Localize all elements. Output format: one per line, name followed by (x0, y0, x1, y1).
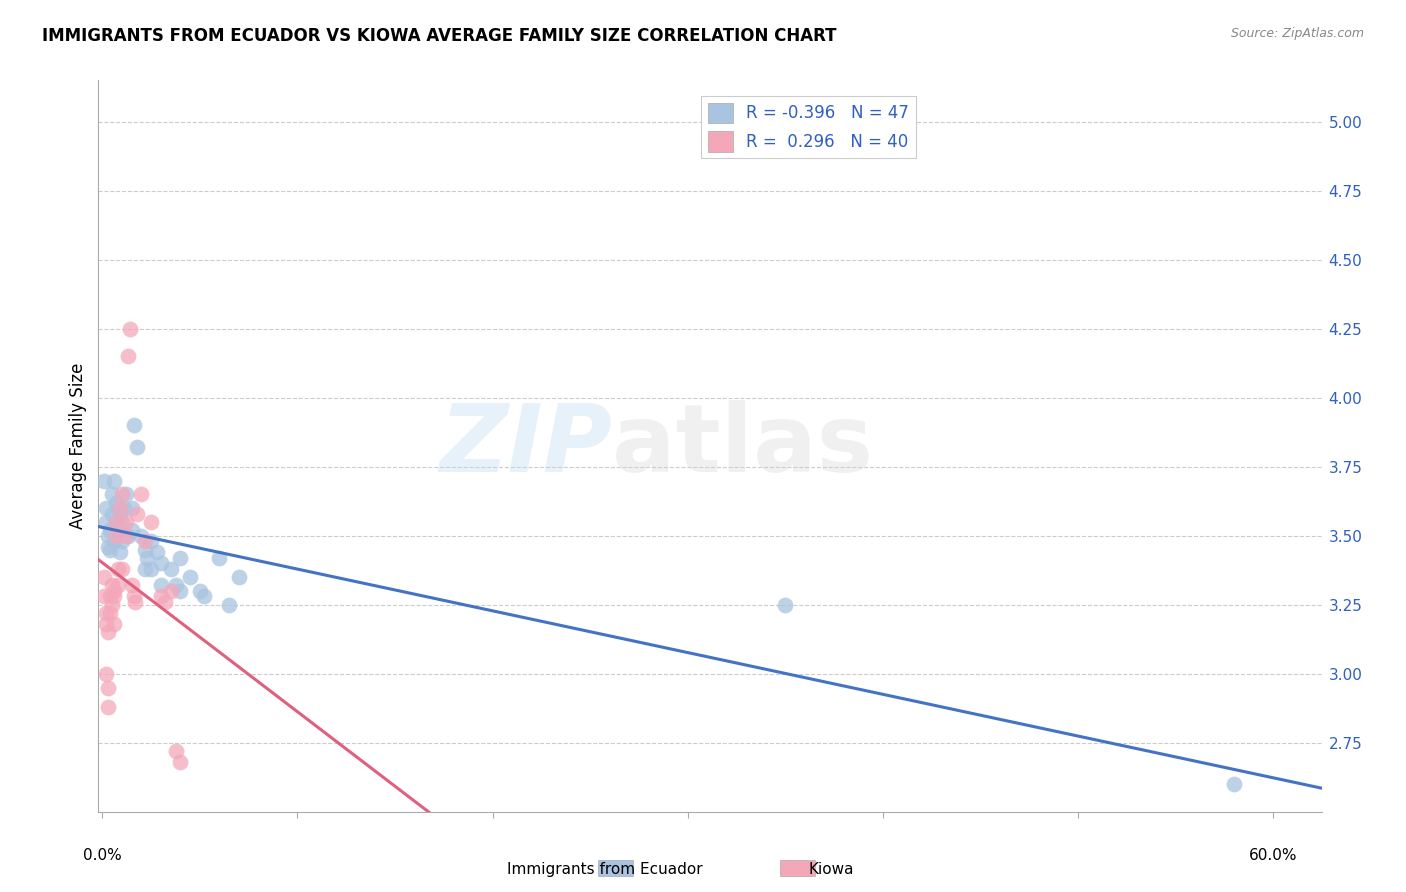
Point (127, 507, 149, 521)
Point (104, 515, 127, 529)
Point (101, 578, 124, 592)
Point (104, 495, 127, 509)
Text: 0.0%: 0.0% (83, 847, 122, 863)
Point (104, 515, 127, 529)
Text: IMMIGRANTS FROM ECUADOR VS KIOWA AVERAGE FAMILY SIZE CORRELATION CHART: IMMIGRANTS FROM ECUADOR VS KIOWA AVERAGE… (42, 27, 837, 45)
Point (166, 578, 188, 592)
Point (101, 598, 124, 612)
Point (98, 590, 121, 604)
Point (111, 562, 134, 576)
Point (139, 534, 162, 549)
Point (131, 487, 153, 501)
Point (93, 474, 115, 488)
Point (139, 562, 162, 576)
Point (166, 744, 188, 758)
Point (98, 542, 121, 557)
Point (103, 583, 125, 598)
Text: Source: ZipAtlas.com: Source: ZipAtlas.com (1230, 27, 1364, 40)
Point (169, 550, 191, 565)
Point (103, 617, 125, 632)
Point (117, 529, 139, 543)
Point (98, 523, 121, 537)
Point (193, 590, 215, 604)
Point (208, 550, 231, 565)
Point (103, 474, 125, 488)
Point (134, 542, 156, 557)
Point (114, 487, 136, 501)
Point (127, 441, 149, 455)
Point (122, 590, 145, 604)
Point (159, 583, 181, 598)
Point (96, 606, 118, 620)
Point (96, 515, 118, 529)
Point (111, 487, 134, 501)
Point (149, 590, 172, 604)
Point (146, 545, 169, 559)
Text: 60.0%: 60.0% (1249, 847, 1298, 863)
Point (149, 557, 172, 571)
Point (93, 570, 115, 584)
Point (111, 534, 134, 549)
Point (169, 755, 191, 769)
Point (121, 523, 143, 537)
Text: Immigrants from Ecuador: Immigrants from Ecuador (508, 863, 703, 877)
Point (96, 666, 118, 681)
Point (121, 578, 143, 592)
Text: atlas: atlas (612, 400, 873, 492)
Point (118, 321, 141, 335)
Point (188, 583, 211, 598)
Point (96, 501, 118, 516)
Point (108, 501, 131, 516)
Point (97, 699, 120, 714)
Point (108, 507, 131, 521)
Point (96, 617, 118, 632)
Point (107, 562, 129, 576)
Point (134, 534, 156, 549)
Point (117, 349, 139, 363)
Point (136, 550, 159, 565)
Point (97, 529, 120, 543)
Point (114, 529, 136, 543)
Text: ZIP: ZIP (439, 400, 612, 492)
Point (103, 590, 125, 604)
Point (139, 515, 162, 529)
Point (104, 529, 127, 543)
Y-axis label: Average Family Size: Average Family Size (69, 363, 87, 529)
Point (98, 606, 121, 620)
Point (149, 578, 172, 592)
Point (179, 570, 201, 584)
Point (121, 501, 143, 516)
Point (134, 562, 156, 576)
Point (114, 515, 136, 529)
Point (101, 507, 124, 521)
Point (228, 570, 250, 584)
Point (112, 501, 135, 516)
Point (108, 545, 131, 559)
Point (97, 540, 120, 554)
Point (97, 625, 120, 640)
Point (107, 523, 129, 537)
Point (93, 590, 115, 604)
Point (773, 598, 796, 612)
Point (97, 681, 120, 695)
Point (107, 501, 129, 516)
Point (218, 598, 240, 612)
Point (131, 529, 153, 543)
Point (159, 562, 181, 576)
Point (1223, 777, 1246, 791)
Point (124, 595, 146, 609)
Point (111, 515, 134, 529)
Legend: R = -0.396   N = 47, R =  0.296   N = 40: R = -0.396 N = 47, R = 0.296 N = 40 (702, 96, 915, 158)
Point (103, 534, 125, 549)
Point (153, 595, 176, 609)
Point (122, 418, 145, 433)
Text: Kiowa: Kiowa (808, 863, 853, 877)
Point (107, 578, 129, 592)
Point (101, 487, 124, 501)
Point (169, 583, 191, 598)
